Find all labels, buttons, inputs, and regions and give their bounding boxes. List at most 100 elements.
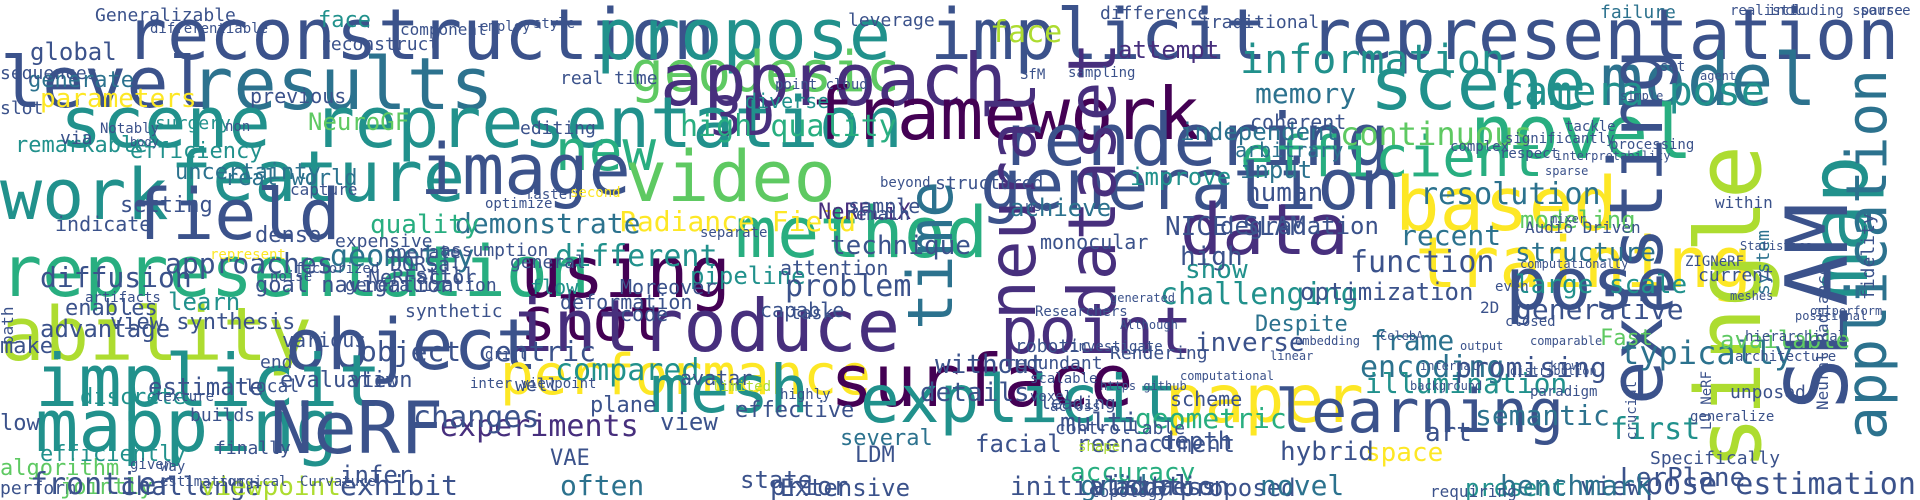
word-uncertainty: uncertainty xyxy=(175,160,321,185)
word-arbitrary: arbitrary xyxy=(1235,138,1344,162)
word-slot: slot xyxy=(0,98,44,119)
word-dense: dense xyxy=(255,223,322,248)
word-various: various xyxy=(282,328,367,352)
word-component: component xyxy=(400,20,487,39)
word-new: new xyxy=(555,119,657,184)
word-sampling: sampling xyxy=(1068,65,1136,81)
word-distribution: distribution xyxy=(1510,364,1597,378)
word-challenge: challenge xyxy=(120,472,261,500)
word-traditional: traditional xyxy=(1200,12,1320,33)
word-https-github: https github xyxy=(1100,379,1187,393)
word-experiments: experiments xyxy=(440,409,639,444)
word-nerfactor: NeRFactor xyxy=(368,265,477,289)
word-ability: ability xyxy=(0,292,312,378)
word-topology: topology xyxy=(1090,482,1168,500)
word-benchmark: benchmark xyxy=(1500,469,1652,500)
word-previous: previous xyxy=(250,84,347,108)
word-sparse: sparse xyxy=(1545,164,1589,178)
word-extensive: Extensive xyxy=(780,474,911,500)
word-builds: builds xyxy=(190,405,256,426)
word-low: low xyxy=(0,411,40,436)
word-complex: complex xyxy=(1450,139,1510,155)
word-meshes: meshes xyxy=(1730,289,1774,303)
word-although: Although xyxy=(1120,318,1178,332)
word-diverse: diverse xyxy=(745,89,830,113)
word-face: face xyxy=(318,8,371,33)
word-problem: problem xyxy=(785,269,912,304)
word-novel: novel xyxy=(1470,90,1693,176)
word-changes: changes xyxy=(413,400,540,435)
word-set: set xyxy=(1660,59,1686,75)
word-advantage: advantage xyxy=(40,315,171,343)
word-drift: drift xyxy=(485,347,528,363)
word-general: general xyxy=(510,252,586,273)
word-scheme: scheme xyxy=(1170,387,1243,411)
word-available: available xyxy=(1720,326,1851,354)
word-operate: operate xyxy=(385,242,461,263)
word-nerflix: NeRFLiX xyxy=(818,200,911,225)
word-tackle: tackle xyxy=(1565,119,1616,135)
word-inter-viewpoint: inter viewpoint xyxy=(470,376,597,392)
word-redundant: redundant xyxy=(1005,353,1103,374)
word-efficiency: efficiency xyxy=(130,139,263,164)
word-highly: highly xyxy=(780,387,831,403)
word-embedding: embedding xyxy=(1295,334,1361,348)
word-semantic: semantic xyxy=(1475,399,1610,432)
word-sfm: SfM xyxy=(1020,67,1046,83)
word-data: data xyxy=(1180,189,1349,271)
word-path: path xyxy=(0,306,17,345)
word-unposed: unposed xyxy=(1730,382,1806,403)
word-remain: remain xyxy=(845,204,911,225)
word-reconstruct: reconstruct xyxy=(320,34,440,55)
word-approach: approach xyxy=(660,38,1007,122)
word-neurogf: NeuroGF xyxy=(308,108,410,136)
word-comparable: comparable xyxy=(1530,334,1603,348)
word-framework: framework xyxy=(810,72,1201,156)
word-leading: leading xyxy=(1040,393,1116,414)
word-capable: capable xyxy=(760,298,845,322)
word-first: first xyxy=(1610,412,1701,447)
word-face: face xyxy=(990,15,1063,50)
word-synthetic: synthetic xyxy=(405,301,503,322)
word-code: code xyxy=(620,302,669,326)
word-estimation: estimation xyxy=(160,474,245,490)
word-geometric: geometric xyxy=(1135,402,1287,435)
word-using: using xyxy=(520,232,731,314)
word-multi: multi xyxy=(1060,408,1139,438)
word-failure: failure xyxy=(1600,2,1676,23)
word-global: global xyxy=(30,38,117,66)
word-algorithm: algorithm xyxy=(0,456,120,481)
word-linear: linear xyxy=(1270,349,1314,363)
word-point: point xyxy=(1000,295,1193,369)
word-accuracy: accuracy xyxy=(1070,458,1196,488)
word-specifically: Specifically xyxy=(1650,448,1781,469)
word-propose: propose xyxy=(596,0,892,76)
word-robotic: robotic xyxy=(1015,336,1091,357)
word-across: across xyxy=(1050,399,1101,415)
word-model: model xyxy=(1600,38,1817,122)
word-attempt: attempt xyxy=(1118,36,1220,64)
word-setting: setting xyxy=(120,193,213,218)
word-outperform: outperform xyxy=(1810,304,1883,318)
word-high-quality: high quality xyxy=(680,109,897,144)
word-exhibit: exhibit xyxy=(340,469,459,500)
word-generalizable: Generalizable xyxy=(95,5,236,26)
word-expensive: expensive xyxy=(335,231,433,252)
word-quality: quality xyxy=(370,210,480,240)
word-computationally: computationally xyxy=(1520,257,1629,271)
word-reconstruction: reconstruction xyxy=(125,0,716,76)
word-point-cloud: point cloud xyxy=(775,77,868,93)
word-memory: memory xyxy=(1255,77,1357,110)
word-differentiable: differentiable xyxy=(150,21,269,37)
word-requiring: requiring xyxy=(1430,482,1517,500)
word-editing: editing xyxy=(520,118,596,139)
word-separate: separate xyxy=(700,225,768,241)
word-make: make xyxy=(0,334,53,359)
word-training: training xyxy=(1415,222,1753,304)
word-scene: scene xyxy=(1370,42,1587,126)
word-different: different xyxy=(555,239,718,274)
word-efficient: efficient xyxy=(1240,125,1544,190)
word-independent: independent xyxy=(1180,118,1339,146)
word-via: via xyxy=(60,128,93,149)
word-crucial: crucial xyxy=(1624,380,1640,440)
